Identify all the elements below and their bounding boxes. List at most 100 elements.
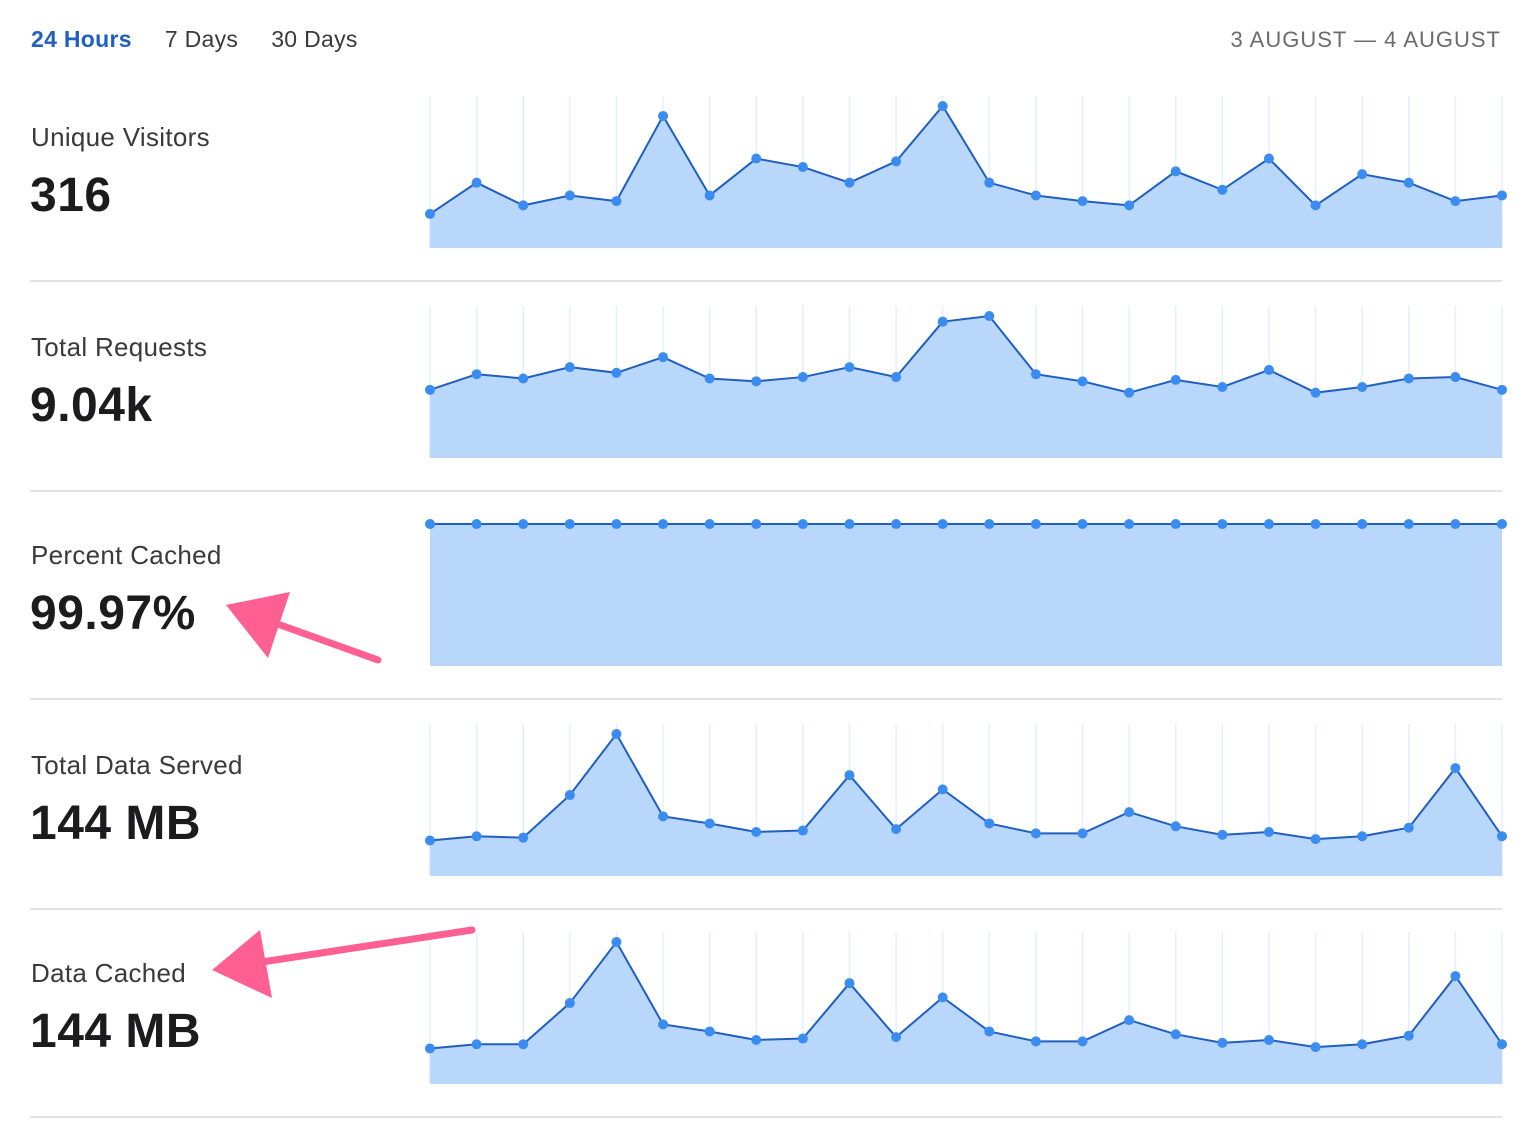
data-point [751,826,762,837]
metric-label-percent-cached: Percent Cached [31,540,222,570]
data-point [1170,1029,1181,1040]
data-point [1450,196,1461,207]
data-point [1217,184,1228,195]
area-fill [430,316,1502,458]
data-point [1263,364,1274,375]
metric-value-data-cached: 144 MB [30,1005,202,1058]
row-divider [30,908,1502,910]
data-point [1310,1042,1321,1053]
metric-value-total-data-served: 144 MB [30,797,202,850]
data-point [1217,382,1228,392]
data-point [1077,196,1088,207]
data-point [1124,1015,1135,1026]
data-point [704,818,715,829]
data-point [1030,1036,1041,1047]
data-point [425,519,435,530]
data-point [937,101,948,111]
data-point [1403,519,1414,530]
data-point [797,519,808,530]
tab-30-days[interactable]: 30 Days [271,26,358,52]
data-point [891,156,902,167]
metric-value-percent-cached: 99.97% [30,587,196,640]
data-point [844,770,855,781]
area-fill [430,524,1502,666]
data-point [1217,519,1228,530]
data-point [425,1043,435,1054]
data-point [518,519,529,530]
data-point [1497,831,1507,842]
data-point [1403,373,1414,384]
data-point [611,519,622,530]
series-line [429,940,1503,1050]
data-point [425,835,435,846]
data-point [1077,1036,1088,1047]
data-point [1310,834,1321,845]
data-point [797,825,808,836]
data-point [751,376,762,387]
data-point [1497,384,1507,395]
data-point [937,992,948,1003]
data-point [1263,519,1274,530]
data-point [425,208,435,219]
data-point [518,200,529,211]
data-point [471,177,482,188]
chart-total-data-served [425,724,1507,876]
data-point [751,1034,762,1045]
data-point [891,372,902,383]
data-point [564,790,575,801]
data-point [1124,387,1135,398]
data-point [844,519,855,530]
data-point [937,519,948,530]
data-point [564,190,575,201]
date-range-label: 3 AUGUST — 4 AUGUST [1230,27,1501,52]
data-point [1030,190,1041,201]
data-point [471,519,482,530]
area-fill [430,734,1502,876]
data-point [1357,1039,1368,1050]
tab-24-hours[interactable]: 24 Hours [31,26,132,52]
data-point [518,832,529,843]
area-fill [430,106,1502,248]
row-divider [30,1116,1502,1118]
area-fill [430,942,1502,1084]
metric-label-data-cached: Data Cached [31,958,187,988]
data-point [611,196,622,207]
data-point [1497,190,1507,201]
data-point [1077,376,1088,387]
data-point [1263,826,1274,837]
data-point [704,1026,715,1037]
data-point [1450,763,1461,774]
data-point [1497,519,1507,530]
series-line [429,104,1503,215]
tab-7-days[interactable]: 7 Days [164,26,239,52]
chart-total-requests [425,306,1507,458]
row-divider [30,698,1502,700]
data-point [984,177,995,188]
data-point [891,1032,902,1043]
data-point [658,519,669,530]
data-point [471,831,482,842]
data-point [564,519,575,530]
data-point [1124,807,1135,818]
metric-label-unique-visitors: Unique Visitors [31,122,210,152]
data-point [1357,169,1368,180]
data-point [1403,177,1414,188]
data-point [1497,1039,1507,1050]
data-point [658,1019,669,1030]
metric-value-total-requests: 9.04k [30,379,153,432]
data-point [471,1039,482,1050]
metric-label-total-data-served: Total Data Served [31,750,243,780]
data-point [471,369,482,380]
data-point [1077,828,1088,839]
data-point [1170,821,1181,832]
annotation-arrow-percent-cached [226,592,382,664]
data-point [844,362,855,373]
data-point [891,519,902,530]
data-point [1450,519,1461,530]
data-point [611,367,622,378]
data-point [844,177,855,188]
data-point [1357,519,1368,530]
chart-data-cached [425,932,1507,1084]
data-point [1170,166,1181,177]
data-point [1217,829,1228,840]
